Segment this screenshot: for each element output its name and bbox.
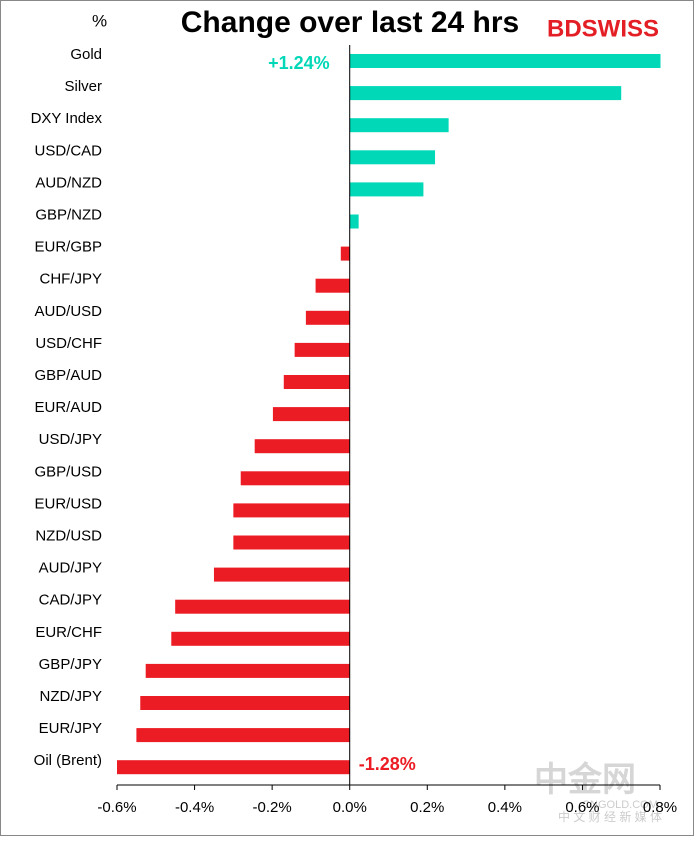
logo: BDSWISS [547,15,659,42]
y-tick-label: GBP/USD [34,463,102,480]
bar [233,503,350,518]
bar [272,407,350,422]
plot-area [117,54,661,775]
bar [349,214,359,229]
watermark: 中 文 财 经 新 媒 体 [558,809,662,824]
bar [175,599,350,614]
x-tick-label: -0.2% [253,799,292,816]
bar [315,278,350,293]
bar [349,118,449,133]
x-tick-label: -0.6% [97,799,136,816]
y-tick-label: GBP/AUD [34,367,102,384]
bar [305,310,350,325]
y-tick-label: USD/CHF [35,335,102,352]
bar [213,567,350,582]
y-tick-label: NZD/JPY [39,688,102,705]
watermark: 中金网 [534,760,636,799]
y-tick-label: GBP/NZD [35,206,102,223]
x-tick-label: 0.2% [410,799,444,816]
y-tick-label: EUR/JPY [39,720,102,737]
bar [136,728,350,743]
bar [145,663,350,678]
y-tick-label: EUR/CHF [35,624,102,641]
data-label: -1.28% [359,754,416,774]
x-tick-label: 0.6% [565,799,599,816]
bar [140,696,350,710]
bar [171,631,350,646]
y-tick-label: GBP/JPY [39,656,102,673]
y-tick-label: USD/JPY [39,431,102,448]
bar [349,86,622,101]
y-tick-label: USD/CAD [34,142,102,159]
bar [233,535,350,550]
y-tick-label: CAD/JPY [39,592,102,609]
y-tick-label: DXY Index [31,110,103,127]
bar [254,439,350,454]
watermark: CNGOLD.COM [582,799,658,811]
y-tick-label: EUR/AUD [34,399,102,416]
y-tick-label: Gold [70,46,102,63]
bar [349,182,424,197]
y-tick-label: EUR/USD [34,495,102,512]
y-tick-label: EUR/GBP [34,239,102,256]
bar [240,471,350,486]
y-tick-label: Silver [64,78,102,95]
y-tick-label: AUD/JPY [39,560,102,577]
x-tick-label: -0.4% [175,799,214,816]
bar [340,246,350,261]
y-tick-label: NZD/USD [35,527,102,544]
x-tick-label: 0.0% [333,799,367,816]
y-tick-label: AUD/USD [34,303,102,320]
data-label: +1.24% [268,53,330,73]
y-tick-label: Oil (Brent) [34,752,102,769]
y-tick-label: AUD/NZD [35,174,102,191]
bar [349,54,661,68]
bar [283,375,350,389]
bar [117,760,350,775]
chart-title: Change over last 24 hrs [181,6,519,39]
x-tick-label: 0.8% [643,799,677,816]
unit-label: % [92,11,107,30]
x-tick-label: 0.4% [488,799,522,816]
y-tick-label: CHF/JPY [39,271,102,288]
bar [349,150,436,165]
bar [294,342,350,357]
